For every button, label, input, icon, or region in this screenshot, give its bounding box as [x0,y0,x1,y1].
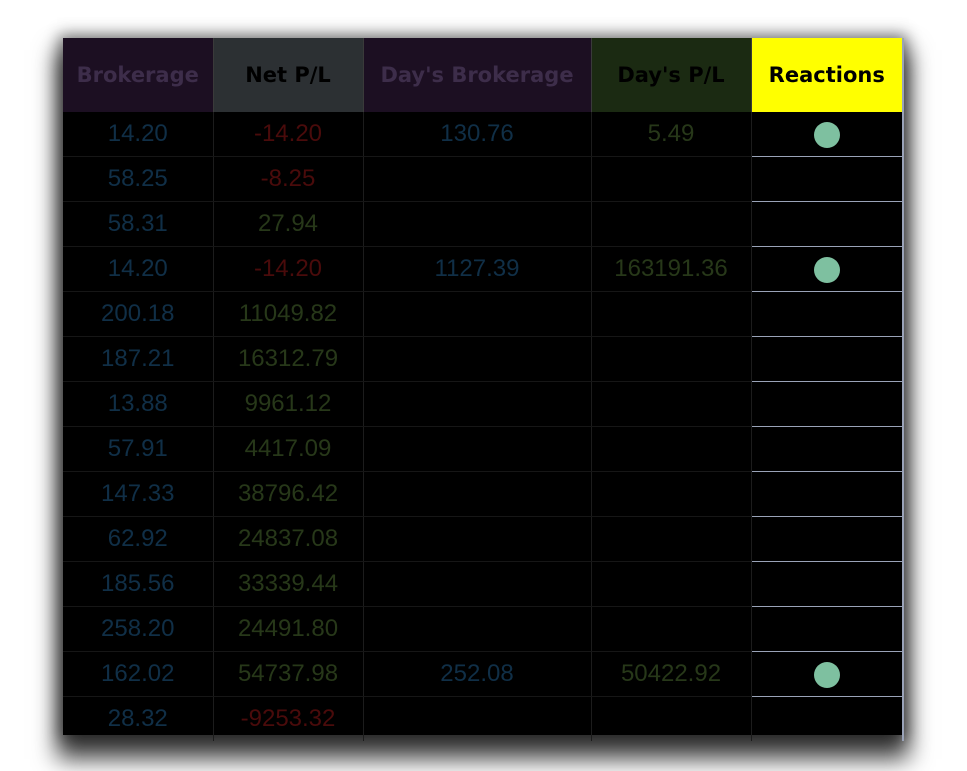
cell-days-pl[interactable] [591,201,752,247]
table-row: 13.88 9961.12 [63,381,904,427]
cell-net-pl[interactable]: 54737.98 [213,651,364,697]
cell-days-brokerage[interactable] [363,426,592,472]
green-dot-icon [813,256,840,283]
table-row: 187.21 16312.79 [63,336,904,382]
cell-days-pl[interactable] [591,606,752,652]
cell-days-brokerage[interactable] [363,561,592,607]
cell-brokerage[interactable]: 162.02 [63,651,214,697]
cell-days-brokerage[interactable] [363,381,592,427]
table-row: 147.33 38796.42 [63,471,904,517]
cell-days-pl[interactable] [591,426,752,472]
pl-table: Brokerage Net P/L Day's Brokerage Day's … [63,38,904,741]
cell-days-brokerage[interactable] [363,156,592,202]
table-row: 62.92 24837.08 [63,516,904,562]
cell-days-pl[interactable] [591,336,752,382]
cell-brokerage[interactable]: 58.25 [63,156,214,202]
green-dot-icon [813,121,840,148]
cell-brokerage[interactable]: 13.88 [63,381,214,427]
table-row: 58.31 27.94 [63,201,904,247]
table-row: 14.20 -14.20 1127.39 163191.36 [63,246,904,292]
cell-days-pl[interactable] [591,516,752,562]
cell-reaction[interactable] [750,696,904,741]
cell-net-pl[interactable]: -8.25 [213,156,364,202]
cell-days-pl[interactable] [591,696,752,741]
cell-brokerage[interactable]: 185.56 [63,561,214,607]
cell-days-pl[interactable] [591,291,752,337]
cell-net-pl[interactable]: 33339.44 [213,561,364,607]
cell-days-brokerage[interactable] [363,336,592,382]
cell-days-pl[interactable]: 50422.92 [591,651,752,697]
cell-days-pl[interactable] [591,471,752,517]
cell-brokerage[interactable]: 62.92 [63,516,214,562]
cell-days-brokerage[interactable] [363,471,592,517]
cell-net-pl[interactable]: 24491.80 [213,606,364,652]
green-dot-icon [813,661,840,688]
cell-brokerage[interactable]: 14.20 [63,246,214,292]
table-row: 57.91 4417.09 [63,426,904,472]
cell-days-brokerage[interactable] [363,696,592,741]
cell-net-pl[interactable]: 11049.82 [213,291,364,337]
header-net-pl[interactable]: Net P/L [213,38,364,112]
cell-reaction[interactable] [750,291,904,337]
table-row: 162.02 54737.98 252.08 50422.92 [63,651,904,697]
cell-brokerage[interactable]: 187.21 [63,336,214,382]
cell-net-pl[interactable]: 24837.08 [213,516,364,562]
cell-days-pl[interactable]: 163191.36 [591,246,752,292]
cell-brokerage[interactable]: 57.91 [63,426,214,472]
cell-brokerage[interactable]: 147.33 [63,471,214,517]
cell-net-pl[interactable]: 16312.79 [213,336,364,382]
cell-brokerage[interactable]: 28.32 [63,696,214,741]
cell-days-pl[interactable] [591,561,752,607]
header-reactions[interactable]: Reactions [751,38,904,112]
spreadsheet: Brokerage Net P/L Day's Brokerage Day's … [63,38,904,741]
cell-days-pl[interactable] [591,381,752,427]
cell-days-pl[interactable]: 5.49 [591,112,752,157]
cell-reaction[interactable] [750,606,904,652]
header-days-brokerage[interactable]: Day's Brokerage [363,38,592,112]
table-row: 258.20 24491.80 [63,606,904,652]
cell-days-brokerage[interactable]: 1127.39 [363,246,592,292]
cell-brokerage[interactable]: 58.31 [63,201,214,247]
cell-reaction[interactable] [750,426,904,472]
header-brokerage[interactable]: Brokerage [63,38,214,112]
cell-days-brokerage[interactable] [363,516,592,562]
cell-reaction[interactable] [750,201,904,247]
cell-reaction[interactable] [750,112,904,157]
cell-net-pl[interactable]: -9253.32 [213,696,364,741]
cell-days-pl[interactable] [591,156,752,202]
table-row: 28.32 -9253.32 [63,696,904,741]
cell-reaction[interactable] [750,246,904,292]
cell-reaction[interactable] [750,336,904,382]
cell-net-pl[interactable]: 9961.12 [213,381,364,427]
cell-days-brokerage[interactable]: 130.76 [363,112,592,157]
cell-reaction[interactable] [750,471,904,517]
cell-brokerage[interactable]: 200.18 [63,291,214,337]
cell-days-brokerage[interactable] [363,201,592,247]
cell-net-pl[interactable]: -14.20 [213,112,364,157]
cell-net-pl[interactable]: 27.94 [213,201,364,247]
header-days-pl[interactable]: Day's P/L [591,38,752,112]
cell-reaction[interactable] [750,156,904,202]
cell-reaction[interactable] [750,561,904,607]
cell-reaction[interactable] [750,516,904,562]
table-row: 14.20 -14.20 130.76 5.49 [63,112,904,157]
cell-net-pl[interactable]: 38796.42 [213,471,364,517]
cell-net-pl[interactable]: 4417.09 [213,426,364,472]
cell-net-pl[interactable]: -14.20 [213,246,364,292]
cell-brokerage[interactable]: 14.20 [63,112,214,157]
table-row: 200.18 11049.82 [63,291,904,337]
cell-reaction[interactable] [750,381,904,427]
table-row: 185.56 33339.44 [63,561,904,607]
cell-reaction[interactable] [750,651,904,697]
table-row: 58.25 -8.25 [63,156,904,202]
cell-days-brokerage[interactable]: 252.08 [363,651,592,697]
cell-brokerage[interactable]: 258.20 [63,606,214,652]
cell-days-brokerage[interactable] [363,606,592,652]
header-row: Brokerage Net P/L Day's Brokerage Day's … [63,38,904,112]
cell-days-brokerage[interactable] [363,291,592,337]
